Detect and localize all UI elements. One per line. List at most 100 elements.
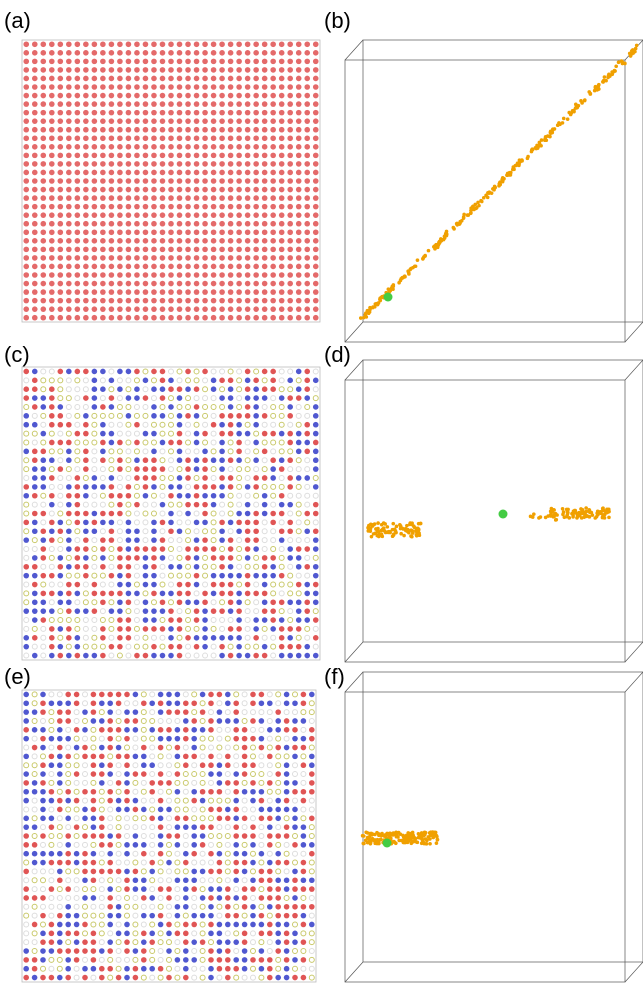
- site: [23, 50, 29, 56]
- site: [233, 842, 239, 848]
- site: [117, 59, 123, 65]
- site: [143, 511, 148, 516]
- box-edge: [625, 322, 643, 342]
- site: [134, 298, 140, 304]
- site: [158, 692, 164, 698]
- site: [177, 255, 183, 261]
- site: [284, 975, 290, 981]
- site: [245, 93, 251, 99]
- site: [74, 878, 79, 883]
- site: [108, 816, 113, 821]
- site: [296, 493, 301, 498]
- site: [228, 229, 234, 235]
- site: [83, 772, 88, 777]
- site: [41, 369, 46, 374]
- site: [301, 718, 307, 724]
- site: [83, 178, 89, 184]
- site: [219, 573, 225, 579]
- site: [177, 170, 183, 176]
- site: [191, 798, 197, 804]
- page: (a) (b) (c) (d) (e) (f) (() => { const d…: [0, 0, 643, 984]
- site: [66, 940, 71, 945]
- site: [200, 913, 206, 919]
- site: [107, 869, 113, 875]
- site: [177, 457, 183, 463]
- site: [251, 754, 256, 759]
- site: [100, 170, 106, 176]
- site: [177, 591, 183, 597]
- site: [109, 118, 115, 124]
- site: [169, 396, 174, 401]
- site: [313, 457, 319, 463]
- site: [279, 573, 285, 579]
- site: [219, 493, 225, 499]
- site: [262, 161, 268, 167]
- site: [32, 493, 38, 499]
- site: [292, 816, 298, 822]
- site: [259, 913, 265, 919]
- site: [58, 195, 64, 201]
- site: [275, 771, 281, 777]
- particle: [530, 148, 534, 152]
- site: [126, 582, 132, 588]
- site: [24, 431, 29, 436]
- site: [245, 395, 251, 401]
- particle: [410, 523, 414, 527]
- site: [107, 709, 113, 715]
- site: [228, 599, 234, 605]
- site: [151, 221, 157, 227]
- site: [150, 834, 155, 839]
- site: [194, 101, 200, 107]
- site: [287, 378, 293, 384]
- site: [185, 306, 191, 312]
- site: [228, 110, 234, 116]
- site: [276, 869, 281, 874]
- site: [194, 369, 199, 374]
- site: [233, 709, 239, 715]
- site: [116, 789, 121, 794]
- site: [143, 378, 149, 384]
- site: [100, 101, 106, 107]
- site: [66, 41, 72, 47]
- site: [92, 440, 97, 445]
- site: [58, 369, 64, 375]
- site: [292, 789, 298, 795]
- site: [304, 101, 310, 107]
- site: [49, 754, 55, 760]
- site: [32, 127, 38, 133]
- site: [217, 922, 223, 928]
- site: [177, 609, 182, 614]
- site: [284, 700, 290, 706]
- site: [225, 851, 230, 856]
- site: [32, 913, 37, 918]
- site: [83, 93, 89, 99]
- site: [32, 306, 38, 312]
- site: [66, 315, 72, 321]
- site: [276, 780, 281, 785]
- site: [83, 457, 89, 463]
- site: [99, 816, 105, 822]
- site: [40, 957, 46, 963]
- site: [183, 939, 189, 945]
- site: [65, 886, 71, 892]
- site: [279, 110, 285, 116]
- site: [109, 93, 115, 99]
- site: [192, 931, 197, 936]
- site: [183, 762, 189, 768]
- site: [32, 422, 38, 428]
- site: [236, 76, 242, 82]
- particle: [493, 185, 497, 189]
- site: [175, 904, 181, 910]
- site: [304, 528, 310, 534]
- site: [151, 110, 157, 116]
- site: [83, 475, 88, 480]
- site: [262, 449, 268, 455]
- site: [304, 564, 310, 570]
- site: [253, 653, 259, 659]
- site: [168, 484, 174, 490]
- site: [287, 546, 293, 552]
- site: [251, 851, 256, 856]
- site: [126, 272, 132, 278]
- site: [32, 966, 38, 972]
- site: [168, 247, 174, 253]
